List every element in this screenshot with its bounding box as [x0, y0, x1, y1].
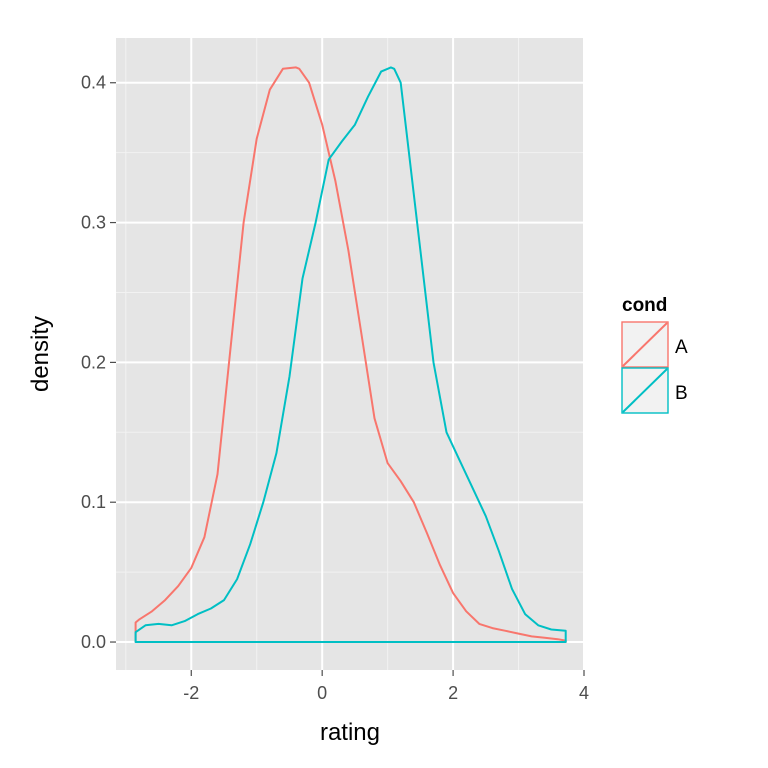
legend-title: cond	[622, 295, 667, 316]
y-tick-label: 0.2	[81, 352, 106, 372]
x-axis: -2 0 2 4	[183, 670, 589, 703]
x-tick-label: -2	[183, 683, 199, 703]
legend-label: B	[675, 383, 688, 404]
legend-keys: AB	[621, 321, 688, 414]
series-layer	[134, 66, 567, 643]
major-gridlines	[116, 38, 585, 670]
y-tick-label: 0.4	[81, 73, 106, 93]
y-axis: 0.0 0.1 0.2 0.3 0.4	[81, 73, 116, 652]
x-tick-label: 0	[317, 683, 327, 703]
density-curve-B	[134, 66, 567, 643]
legend-key-line	[622, 368, 668, 413]
y-tick-label: 0.1	[81, 492, 106, 512]
density-curve-A	[134, 66, 567, 643]
x-axis-title: rating	[320, 719, 380, 746]
x-tick-label: 4	[579, 683, 589, 703]
x-tick-label: 2	[448, 683, 458, 703]
legend: cond AB	[621, 295, 688, 414]
plot-panel	[116, 38, 584, 670]
y-tick-label: 0.3	[81, 213, 106, 233]
legend-label: A	[675, 337, 688, 358]
legend-key-line	[622, 322, 668, 367]
y-tick-label: 0.0	[81, 632, 106, 652]
y-axis-title: density	[27, 316, 54, 392]
